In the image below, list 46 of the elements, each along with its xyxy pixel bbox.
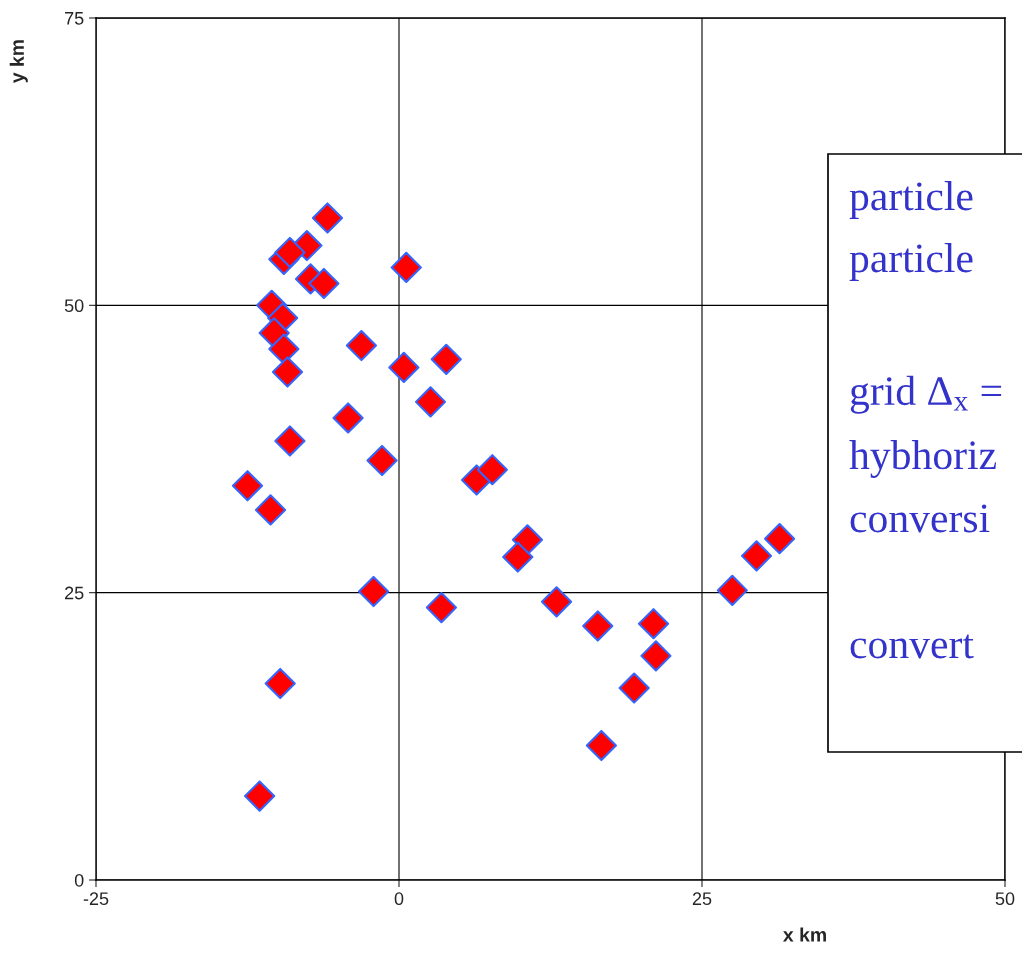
point: [430, 343, 462, 375]
x-axis-title: x km: [782, 927, 826, 942]
y-tick-label: 50: [64, 299, 84, 313]
annotation: convert: [850, 634, 974, 659]
y-tick-label: 25: [65, 586, 84, 600]
x-tick-label: 50: [995, 892, 1015, 906]
annotation: hybhoriz: [849, 440, 996, 478]
point: [740, 540, 773, 572]
point: [640, 640, 672, 672]
annotation: particle: [849, 181, 973, 219]
x-tick-label: 0: [394, 892, 404, 906]
point: [618, 672, 650, 704]
annotation: particle: [849, 243, 973, 281]
annotation: grid Δ$_{x}$ =: [850, 375, 1002, 414]
point: [763, 523, 796, 555]
annotation: conversi: [850, 504, 990, 533]
point: [414, 386, 447, 418]
x-tick-label: -25: [83, 892, 109, 906]
point: [308, 267, 340, 300]
point: [585, 729, 618, 762]
point: [254, 494, 287, 526]
point: [268, 333, 300, 365]
y-tick-label: 75: [65, 12, 84, 25]
point: [582, 610, 614, 642]
x-tick-label: 25: [692, 892, 712, 906]
point: [476, 454, 508, 486]
point: [231, 470, 264, 502]
point: [540, 586, 573, 618]
point: [332, 402, 364, 434]
point: [357, 575, 390, 608]
y-axis-title: y km: [9, 40, 28, 84]
point: [271, 356, 304, 388]
point: [502, 541, 534, 573]
point: [366, 444, 398, 477]
point: [390, 251, 422, 284]
point: [264, 667, 296, 700]
point: [388, 351, 420, 383]
point: [311, 202, 344, 234]
point: [274, 236, 306, 269]
point: [716, 574, 748, 606]
y-tick-label: 0: [74, 873, 84, 887]
point: [425, 592, 458, 624]
point: [637, 608, 670, 640]
point: [274, 425, 306, 457]
point: [345, 329, 378, 362]
point: [244, 780, 276, 812]
